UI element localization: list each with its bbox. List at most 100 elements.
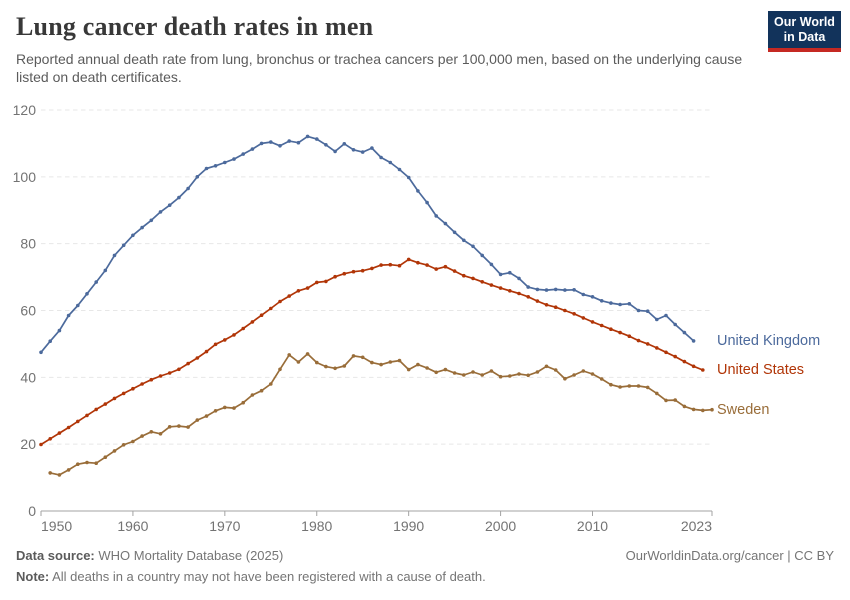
point-united-kingdom-1997[interactable] — [471, 244, 475, 249]
point-sweden-2006[interactable] — [553, 368, 558, 372]
point-sweden-1968[interactable] — [204, 414, 209, 418]
point-united-kingdom-1962[interactable] — [149, 218, 154, 223]
point-united-kingdom-1996[interactable] — [462, 238, 466, 243]
point-united-kingdom-1965[interactable] — [177, 195, 181, 200]
point-united-kingdom-1971[interactable] — [232, 157, 236, 161]
point-sweden-2018[interactable] — [664, 398, 668, 403]
point-sweden-1977[interactable] — [287, 353, 292, 357]
point-united-kingdom-1979[interactable] — [305, 134, 310, 139]
point-united-states-1971[interactable] — [232, 333, 236, 337]
point-sweden-1980[interactable] — [315, 360, 319, 365]
point-united-states-2015[interactable] — [636, 338, 641, 343]
point-united-states-2017[interactable] — [655, 346, 659, 350]
point-united-kingdom-2017[interactable] — [655, 317, 659, 322]
point-sweden-2023[interactable] — [710, 407, 714, 412]
point-sweden-1956[interactable] — [94, 461, 98, 466]
point-sweden-1958[interactable] — [112, 449, 117, 453]
point-united-kingdom-1951[interactable] — [48, 339, 52, 343]
point-sweden-1996[interactable] — [462, 373, 466, 377]
point-sweden-1964[interactable] — [167, 425, 172, 429]
point-united-states-2010[interactable] — [590, 320, 595, 324]
point-united-kingdom-2020[interactable] — [682, 330, 687, 335]
point-united-kingdom-1957[interactable] — [103, 268, 108, 273]
point-sweden-1978[interactable] — [296, 360, 301, 364]
point-sweden-2000[interactable] — [498, 374, 503, 379]
point-sweden-2012[interactable] — [609, 382, 613, 387]
point-united-states-2020[interactable] — [682, 359, 687, 364]
point-united-kingdom-1987[interactable] — [379, 155, 383, 160]
point-united-states-1975[interactable] — [269, 306, 273, 311]
point-united-states-1964[interactable] — [167, 371, 172, 375]
point-sweden-2002[interactable] — [517, 372, 521, 376]
point-united-kingdom-1993[interactable] — [434, 214, 439, 218]
point-sweden-2022[interactable] — [701, 408, 705, 413]
point-united-kingdom-1969[interactable] — [213, 164, 218, 168]
line-united-states[interactable] — [40, 258, 704, 446]
point-united-states-2006[interactable] — [553, 305, 558, 309]
point-united-kingdom-1991[interactable] — [416, 189, 420, 193]
point-united-states-1967[interactable] — [195, 356, 200, 360]
point-united-kingdom-2015[interactable] — [636, 308, 641, 313]
point-sweden-2021[interactable] — [691, 407, 696, 412]
point-united-states-1959[interactable] — [121, 391, 126, 396]
point-sweden-2017[interactable] — [655, 391, 659, 396]
point-united-kingdom-1992[interactable] — [425, 200, 429, 205]
point-united-states-1973[interactable] — [250, 320, 255, 324]
point-sweden-1985[interactable] — [360, 355, 365, 360]
point-united-kingdom-1977[interactable] — [287, 139, 292, 143]
point-united-states-1981[interactable] — [324, 279, 328, 284]
point-sweden-2009[interactable] — [581, 369, 586, 373]
owid-cc-by-link[interactable]: OurWorldinData.org/cancer | CC BY — [625, 548, 834, 563]
point-united-kingdom-2018[interactable] — [664, 313, 668, 318]
point-united-states-1956[interactable] — [94, 407, 98, 412]
point-united-kingdom-1988[interactable] — [388, 160, 393, 165]
point-united-states-1995[interactable] — [452, 269, 457, 273]
point-united-kingdom-1968[interactable] — [204, 166, 209, 171]
point-sweden-1959[interactable] — [121, 443, 126, 447]
point-sweden-1965[interactable] — [177, 424, 181, 428]
legend-sweden[interactable]: Sweden — [717, 401, 770, 418]
point-united-states-2000[interactable] — [498, 286, 503, 290]
point-united-kingdom-1961[interactable] — [140, 225, 144, 230]
point-sweden-1953[interactable] — [66, 468, 71, 472]
point-united-kingdom-1985[interactable] — [360, 150, 365, 154]
point-sweden-1981[interactable] — [324, 364, 328, 369]
point-sweden-1992[interactable] — [425, 366, 429, 370]
point-united-kingdom-1980[interactable] — [315, 137, 319, 141]
point-sweden-1973[interactable] — [250, 393, 255, 397]
point-united-states-1960[interactable] — [131, 386, 135, 391]
point-united-states-1963[interactable] — [158, 374, 163, 378]
point-united-kingdom-1950[interactable] — [39, 350, 43, 355]
point-united-states-2004[interactable] — [535, 299, 540, 303]
point-sweden-1988[interactable] — [388, 360, 393, 364]
point-sweden-1995[interactable] — [452, 371, 457, 375]
point-sweden-1984[interactable] — [351, 354, 356, 358]
point-sweden-2003[interactable] — [526, 373, 530, 378]
point-united-states-2013[interactable] — [618, 330, 622, 335]
point-united-kingdom-2010[interactable] — [590, 295, 595, 299]
point-united-states-2009[interactable] — [581, 316, 586, 320]
point-sweden-1962[interactable] — [149, 430, 154, 434]
point-united-kingdom-1998[interactable] — [480, 253, 485, 258]
point-sweden-1997[interactable] — [471, 370, 475, 374]
point-united-states-1993[interactable] — [434, 267, 439, 271]
point-united-kingdom-1983[interactable] — [342, 142, 347, 146]
point-united-states-1952[interactable] — [57, 431, 62, 435]
line-sweden[interactable] — [50, 353, 713, 476]
point-united-kingdom-1975[interactable] — [269, 140, 273, 144]
point-united-kingdom-2012[interactable] — [609, 301, 613, 305]
point-united-kingdom-1970[interactable] — [223, 160, 227, 165]
point-sweden-1969[interactable] — [213, 409, 218, 413]
point-united-states-2016[interactable] — [645, 342, 650, 346]
legend-united-kingdom[interactable]: United Kingdom — [717, 332, 821, 349]
point-united-kingdom-1964[interactable] — [167, 203, 172, 207]
point-united-states-1994[interactable] — [443, 264, 448, 269]
point-united-states-1965[interactable] — [177, 367, 181, 372]
point-united-kingdom-1959[interactable] — [121, 243, 126, 248]
point-sweden-2005[interactable] — [544, 364, 549, 369]
point-sweden-1963[interactable] — [158, 432, 163, 436]
point-united-kingdom-2007[interactable] — [563, 288, 567, 292]
point-sweden-1999[interactable] — [489, 369, 494, 373]
point-united-states-1962[interactable] — [149, 377, 154, 382]
point-united-kingdom-2014[interactable] — [627, 302, 632, 306]
